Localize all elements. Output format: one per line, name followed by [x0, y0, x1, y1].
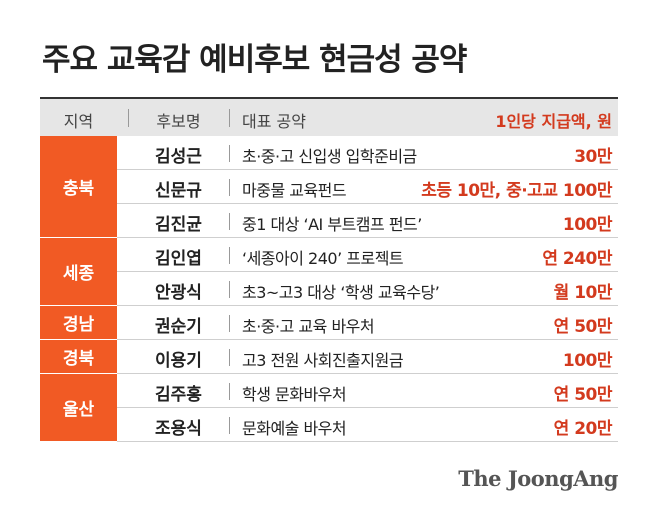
pledge-table: 지역 후보명 대표 공약 1인당 지급액, 원 충북 김성근 초·중·고 신입생 입…	[40, 97, 618, 444]
amount-value: 100만	[562, 351, 613, 371]
amount-value: 초등 10만, 중·고교 100만	[421, 181, 612, 201]
cell-divider	[229, 247, 230, 264]
pledge-text: 학생 문화바우처	[242, 385, 347, 404]
pledge-text: 고3 전원 사회진출지원금	[242, 351, 404, 370]
cell-divider	[229, 179, 230, 196]
pledge-text: 초·중·고 신입생 입학준비금	[242, 147, 417, 166]
cell-divider	[229, 213, 230, 230]
amount-value: 연 20만	[553, 419, 613, 439]
table-row: 김진균 중1 대상 ‘AI 부트캠프 펀드’ 100만	[117, 204, 618, 238]
page-title: 주요 교육감 예비후보 현금성 공약	[42, 42, 467, 78]
header-region: 지역	[63, 112, 94, 131]
candidate-name: 안광식	[155, 283, 202, 303]
table-header: 지역 후보명 대표 공약 1인당 지급액, 원	[40, 97, 618, 136]
cell-divider	[229, 281, 230, 298]
candidate-name: 신문규	[155, 181, 202, 201]
cell-divider	[229, 145, 230, 162]
cell-divider	[229, 417, 230, 434]
table-row: 김성근 초·중·고 신입생 입학준비금 30만	[117, 136, 618, 170]
pledge-text: ‘세종아이 240’ 프로젝트	[242, 249, 404, 268]
header-candidate: 후보명	[156, 112, 201, 131]
amount-value: 30만	[574, 147, 612, 167]
cell-divider	[229, 383, 230, 400]
candidate-name: 김인엽	[155, 249, 202, 269]
amount-value: 100만	[562, 215, 613, 235]
cell-divider	[229, 315, 230, 332]
candidate-name: 김주홍	[155, 385, 202, 405]
amount-value: 연 50만	[553, 385, 613, 405]
region-cell: 충북	[40, 136, 117, 238]
region-cell: 경남	[40, 306, 117, 340]
region-cell: 경북	[40, 340, 117, 374]
region-cell: 세종	[40, 238, 117, 306]
table-row: 안광식 초3~고3 대상 ‘학생 교육수당’ 월 10만	[117, 272, 618, 306]
table-row: 조용식 문화예술 바우처 연 20만	[117, 408, 618, 442]
candidate-name: 김진균	[155, 215, 202, 235]
amount-value: 월 10만	[553, 283, 613, 303]
amount-value: 연 240만	[542, 249, 612, 269]
header-amount: 1인당 지급액, 원	[495, 112, 612, 131]
header-pledge: 대표 공약	[242, 112, 306, 131]
pledge-text: 초3~고3 대상 ‘학생 교육수당’	[242, 283, 440, 302]
pledge-text: 중1 대상 ‘AI 부트캠프 펀드’	[242, 215, 422, 234]
candidate-name: 김성근	[155, 147, 202, 167]
table-row: 김인엽 ‘세종아이 240’ 프로젝트 연 240만	[117, 238, 618, 272]
candidate-name: 이용기	[155, 351, 202, 371]
source-logo: The JoongAng	[458, 466, 618, 491]
header-divider	[128, 109, 129, 127]
candidate-name: 권순기	[155, 317, 202, 337]
pledge-text: 마중물 교육펀드	[242, 181, 347, 200]
candidate-name: 조용식	[155, 419, 202, 439]
table-row: 신문규 마중물 교육펀드 초등 10만, 중·고교 100만	[117, 170, 618, 204]
table-row: 김주홍 학생 문화바우처 연 50만	[117, 374, 618, 408]
region-cell: 울산	[40, 374, 117, 442]
amount-value: 연 50만	[553, 317, 613, 337]
header-divider	[229, 109, 230, 127]
table-row: 이용기 고3 전원 사회진출지원금 100만	[117, 340, 618, 374]
pledge-text: 문화예술 바우처	[242, 419, 347, 438]
table-row: 권순기 초·중·고 교육 바우처 연 50만	[117, 306, 618, 340]
cell-divider	[229, 349, 230, 366]
pledge-text: 초·중·고 교육 바우처	[242, 317, 375, 336]
